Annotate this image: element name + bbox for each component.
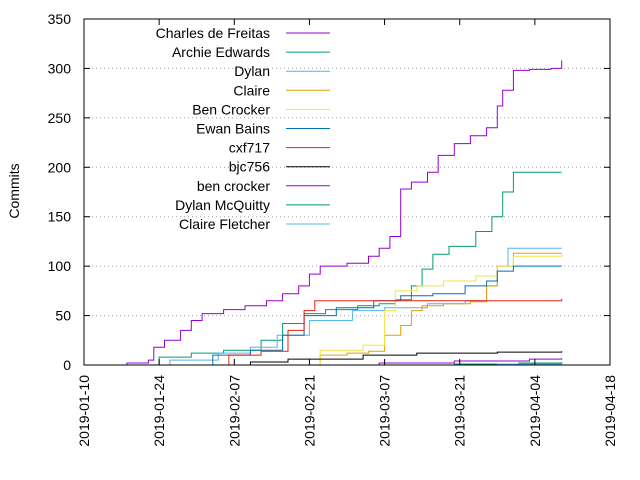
legend-label: Dylan McQuitty bbox=[175, 197, 270, 213]
x-tick-label: 2019-03-07 bbox=[377, 375, 393, 447]
legend-label: bjc756 bbox=[229, 159, 270, 175]
x-tick-label: 2019-03-21 bbox=[452, 375, 468, 447]
series-line bbox=[212, 351, 563, 366]
x-tick-label: 2019-01-10 bbox=[76, 375, 92, 447]
y-tick-label: 250 bbox=[48, 110, 72, 126]
y-tick-label: 200 bbox=[48, 159, 72, 175]
y-tick-label: 0 bbox=[63, 357, 71, 373]
series-line bbox=[121, 60, 563, 366]
legend-label: Charles de Freitas bbox=[156, 25, 270, 41]
x-tick-label: 2019-01-24 bbox=[151, 375, 167, 447]
x-tick-label: 2019-04-04 bbox=[527, 375, 543, 447]
series-line bbox=[202, 298, 563, 366]
y-tick-label: 100 bbox=[48, 258, 72, 274]
legend-label: Archie Edwards bbox=[172, 44, 270, 60]
legend-label: Claire bbox=[233, 82, 270, 98]
series-line bbox=[309, 252, 562, 366]
series-line bbox=[304, 358, 563, 366]
y-tick-label: 50 bbox=[55, 308, 71, 324]
x-tick-label: 2019-02-21 bbox=[301, 375, 317, 447]
x-tick-label: 2019-02-07 bbox=[226, 375, 242, 447]
grid bbox=[84, 67, 610, 317]
x-tick-label: 2019-04-18 bbox=[602, 375, 618, 447]
y-tick-label: 300 bbox=[48, 60, 72, 76]
y-axis-label: Commits bbox=[6, 163, 22, 218]
legend-label: ben crocker bbox=[197, 178, 270, 194]
y-tick-label: 350 bbox=[48, 11, 72, 27]
axes: 0 50 100 150 200 250 300 350 2019-01-10 2019-01-2… bbox=[48, 11, 618, 447]
legend-label: Dylan bbox=[234, 63, 270, 79]
series-line bbox=[293, 254, 563, 366]
series-line bbox=[143, 171, 562, 366]
y-tick-label: 150 bbox=[48, 209, 72, 225]
legend-label: Claire Fletcher bbox=[179, 216, 270, 232]
legend: Charles de Freitas Archie Edwards Dylan Cla… bbox=[156, 25, 330, 232]
legend-label: Ben Crocker bbox=[192, 101, 270, 117]
legend-label: cxf717 bbox=[229, 140, 270, 156]
plot-frame bbox=[83, 18, 611, 366]
legend-label: Ewan Bains bbox=[196, 121, 270, 137]
